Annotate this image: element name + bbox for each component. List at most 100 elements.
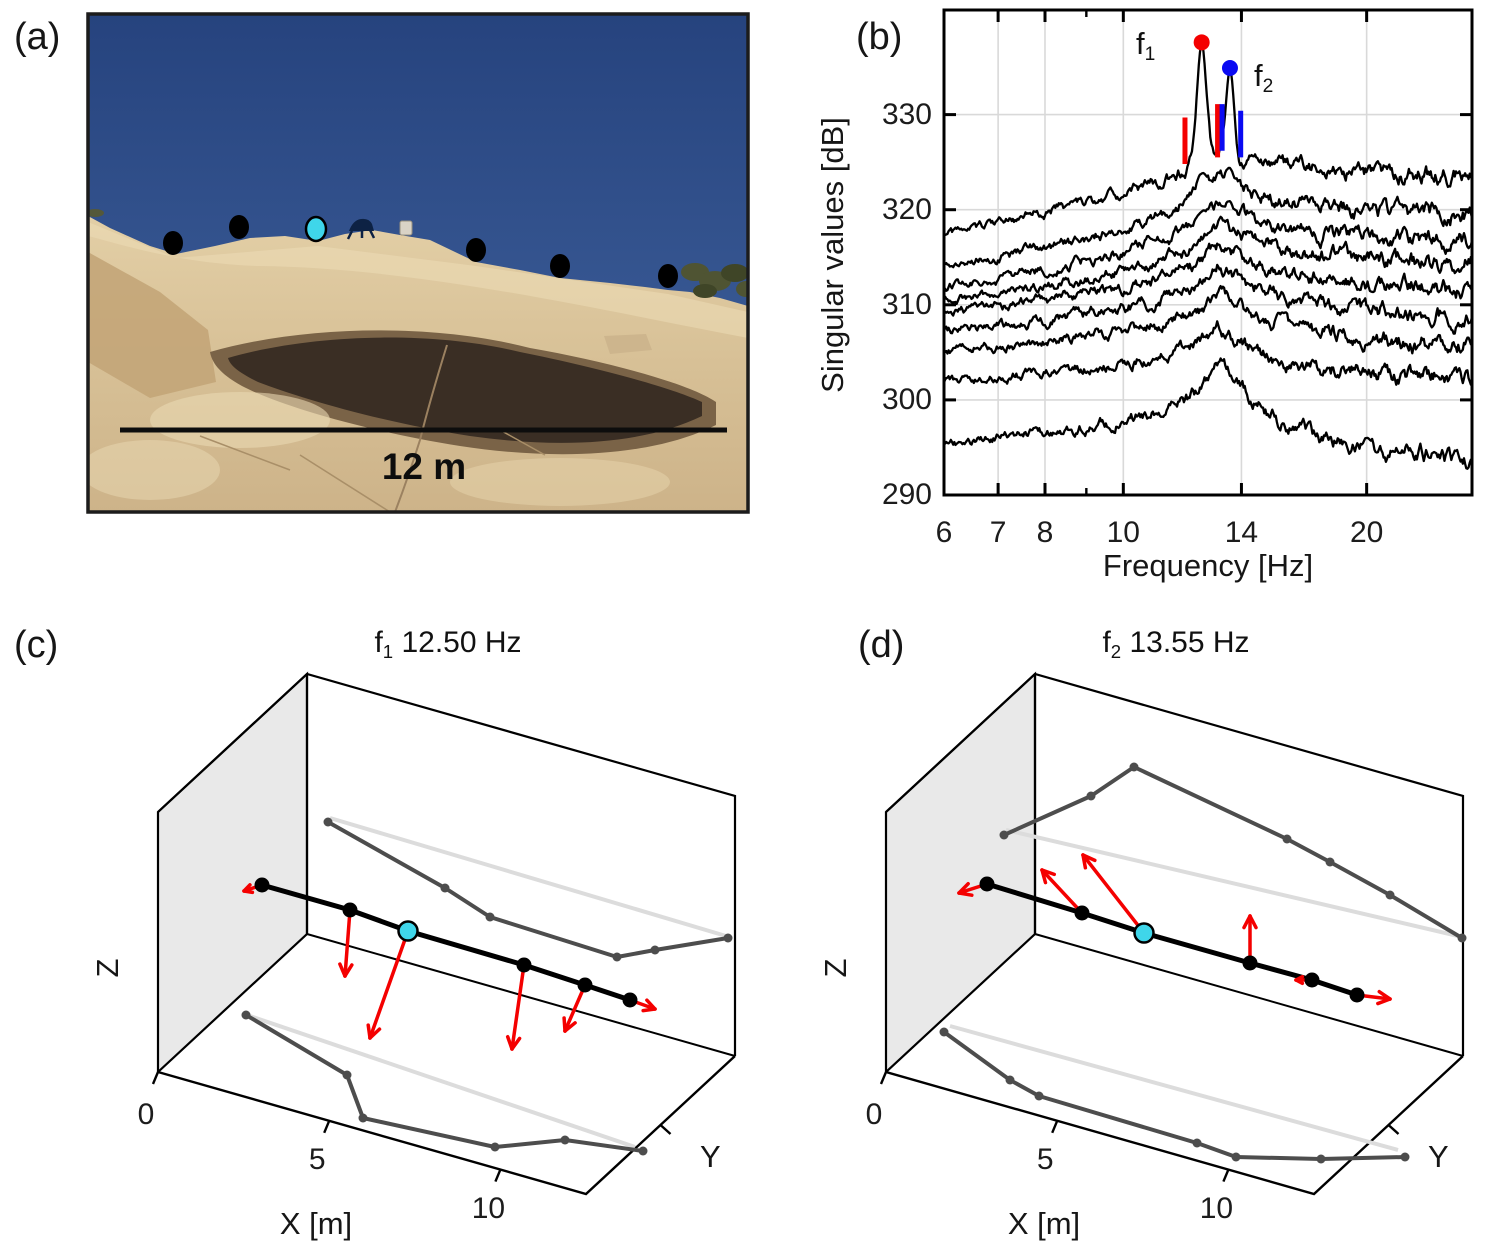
floor-projection-curve [942,1030,1406,1161]
mode-arrow-2 [366,929,410,1040]
f1-subscript: 1 [1144,43,1156,65]
sensor-line [259,882,633,1003]
singular-value-spectrum-plot [942,8,1474,497]
wall-projection-curve-node [1086,791,1096,801]
mode-arrow-2-head [1081,853,1088,870]
wall-projection-chord [329,816,727,938]
slab-light-patch [150,392,330,448]
floor-projection-curve-node [638,1146,648,1156]
sensor-markers [163,215,678,288]
mode-shape-3d-f1 [151,671,737,1196]
panel-b-label: (b) [856,16,903,58]
shadow-rock-block [604,334,652,354]
arch-photo [88,14,748,512]
c-title-sub: 1 [382,640,394,662]
d-title-sub: 2 [1110,640,1122,662]
f2-subscript: 2 [1262,75,1274,97]
mode-arrow-4-head [563,1021,577,1033]
spectrum-curve-SV3 [944,200,1472,292]
floor-projection-curve-node [560,1135,570,1145]
sensor-line [984,881,1360,998]
mode-arrow-2-shaft [368,929,410,1040]
b-xtick-label: 7 [989,516,1007,549]
f1-peak-marker [1193,34,1210,51]
d-title-f: f [1102,626,1111,659]
f1-symbol: f [1136,26,1145,61]
mode-arrow-2 [1081,853,1146,935]
b-ytick-label: 310 [881,287,932,321]
mode-arrow-1-head [1040,868,1056,877]
b-ytick-label: 330 [881,97,932,131]
mode-arrow-5-head [1376,997,1392,1006]
sensor-node [254,877,270,893]
f1-peak-annotation: f1 [1136,26,1156,65]
panel-c-label: (c) [14,624,59,666]
floor-front-edges [157,1055,736,1196]
y3d-tick [1387,1124,1400,1135]
reference-sensor-marker [304,215,328,243]
sensor-marker [229,215,249,239]
sensor-node [577,977,593,993]
sensor-node [1074,905,1090,921]
mode-arrow-2-shaft [1081,853,1146,935]
mode-arrow-1-head [1040,868,1048,885]
wall-projection-curve-node [323,817,333,827]
spectrum-curve-SV2 [944,166,1472,269]
wall-projection-curve-node [1325,857,1335,867]
mode-arrow-2-head [366,1023,372,1040]
wall-projection-curve-node [999,830,1009,840]
mode-arrow-0-head [957,891,974,897]
sensor-node [342,902,358,918]
wall-projection-curve-node [612,952,622,962]
floor-projection-curve-node [1034,1091,1044,1101]
b-xtick-label: 10 [1106,516,1140,549]
floor-projection-curve-node [490,1142,500,1152]
sensor-node [622,992,638,1008]
mode-xtick-label: 10 [1199,1191,1234,1225]
wall-projection-curve-node [650,945,660,955]
c-title: f1 12.50 Hz [374,626,522,662]
plot-frame [942,8,1474,497]
mode-arrow-4 [562,983,587,1033]
c-title-rest: 12.50 Hz [393,626,522,659]
b-ytick-label: 300 [881,382,932,416]
mode-arrow-3-head [505,1034,514,1051]
equipment-case [399,220,413,236]
x3d-tick [494,1169,502,1183]
floor-front-edges [885,1055,1464,1196]
spectrum-curves [944,43,1472,470]
d-title: f2 13.55 Hz [1102,626,1249,662]
instrument-silhouette [346,218,376,240]
mode-arrow-2-head [1081,853,1097,863]
left-rock-face [88,252,216,398]
spectrum-curve-SV8 [944,320,1472,386]
sensor-node [1242,955,1258,971]
c-title-f: f [374,626,383,659]
b-ytick-label: 320 [881,192,932,226]
floor-projection-curve-node [1400,1152,1410,1162]
b-yaxis-label: Singular values [dB] [815,117,850,393]
f2-peak-annotation: f2 [1254,58,1274,97]
floor-projection-curve-node [358,1113,368,1123]
spectrum-curve-SV4 [944,215,1472,306]
mode-arrow-0-head [957,882,970,895]
slab-light-patch [88,440,220,500]
x3d-tick [151,1071,160,1085]
panel-a-label: (a) [14,16,61,58]
mode-shape-3d-f2 [879,671,1467,1196]
mode-arrow-3-head [1248,914,1258,930]
spectrum-curve-SV7 [944,284,1472,355]
b-xtick-label: 6 [935,516,953,549]
floor-projection-curve [244,1013,644,1153]
mode-arrow-1-head [338,962,347,978]
floor-projection-curve-node [1192,1138,1202,1148]
wall-projection-curve-node [1457,933,1467,943]
mode-arrow-4-head [562,1016,567,1033]
mode-arrow-1-shaft [343,908,352,978]
y3d-tick [659,1124,672,1135]
x3d-tick [879,1071,888,1085]
d-yaxis-label: Y [1428,1139,1449,1174]
sensor-node [1304,972,1320,988]
